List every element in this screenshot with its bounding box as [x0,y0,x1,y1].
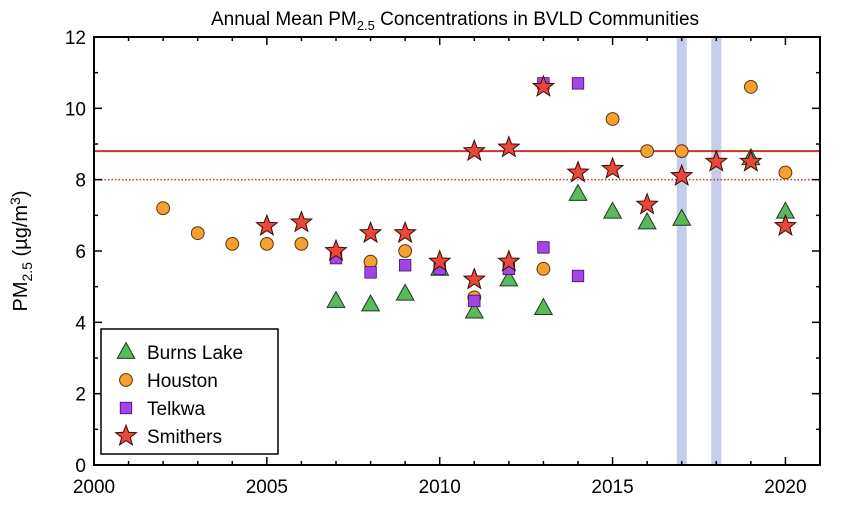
y-tick-label-4: 4 [75,313,86,334]
point-telkwa-2013 [537,241,550,254]
point-smithers-2010 [428,249,452,272]
title-rest: Concentrations in BVLD Communities [375,9,699,30]
legend-label-burns-lake: Burns Lake [147,343,243,364]
point-smithers-2012 [497,135,521,158]
y-tick-label-2: 2 [75,385,86,406]
point-burns-lake-2017 [672,208,692,226]
point-houston-2005 [259,236,274,251]
point-telkwa-2008 [364,266,377,279]
highlight-bands [676,37,722,465]
point-smithers-2012 [497,249,521,272]
highlight-band-2018 [711,37,722,465]
point-smithers-2019 [739,149,763,172]
point-smithers-2011 [462,138,486,162]
ylabel-main: PM [10,282,32,312]
point-telkwa-2011 [468,294,481,308]
point-houston-2006 [294,236,309,251]
y-tick-label-8: 8 [75,171,86,192]
point-houston-2008 [363,254,378,269]
point-telkwa-2014 [571,269,585,283]
point-burns-lake-2011 [464,301,484,319]
point-houston-2009 [398,244,413,258]
point-houston-2003 [190,226,205,241]
point-telkwa-2009 [398,259,412,272]
legend: Burns Lake Houston Telkwa Smithers [100,328,279,455]
series-houston [156,80,793,305]
point-smithers-2006 [289,210,314,233]
y-axis-title: PM2.5 (µg/m3) [7,190,35,311]
point-houston-2015 [605,112,620,126]
point-burns-lake-2014 [568,183,588,201]
axes: 2000 2005 2010 2015 2020 0 2 4 6 8 10 12 [65,28,821,498]
ylabel-close: ) [10,190,32,197]
point-smithers-2005 [255,213,279,236]
legend-entry-smithers: Smithers [114,423,222,448]
point-telkwa-2014 [571,77,585,90]
y-tick-label-6: 6 [75,242,86,263]
point-burns-lake-2016 [637,212,657,230]
point-houston-2002 [156,201,171,216]
point-houston-2017 [674,144,689,159]
point-smithers-2016 [635,192,659,215]
legend-entry-burns-lake: Burns Lake [116,341,243,364]
legend-marker-houston [119,373,133,387]
series-burns-lake [326,147,796,319]
point-smithers-2009 [393,220,417,244]
point-burns-lake-2015 [602,201,623,219]
point-houston-2016 [640,144,655,159]
x-tick-label-2000: 2000 [73,477,115,498]
y-tick-label-12: 12 [65,28,86,49]
x-tick-label-2015: 2015 [591,477,633,498]
point-smithers-2007 [324,238,348,261]
reference-lines [94,150,820,181]
y-tick-label-10: 10 [65,99,86,120]
legend-label-telkwa: Telkwa [147,399,206,420]
point-smithers-2013 [531,74,556,97]
point-houston-2019 [743,80,758,94]
highlight-band-2017 [676,37,687,465]
legend-entry-telkwa: Telkwa [119,399,206,420]
legend-marker-smithers [114,423,138,446]
point-smithers-2014 [566,160,590,183]
point-burns-lake-2008 [360,294,381,312]
x-tick-label-2010: 2010 [419,477,461,498]
point-burns-lake-2012 [499,269,519,287]
x-tick-label-2005: 2005 [246,477,288,498]
point-houston-2020 [778,165,793,180]
y-tick-label-0: 0 [75,456,86,477]
legend-marker-telkwa [119,401,133,415]
ylabel-mid: (µg/m [10,205,32,262]
point-smithers-2017 [670,163,694,187]
point-houston-2004 [225,236,240,251]
title-main: Annual Mean PM [211,9,357,30]
data-points [156,74,798,319]
series-smithers [255,74,798,290]
ylabel-subscript: 2.5 [19,262,35,282]
point-smithers-2015 [600,156,625,179]
point-burns-lake-2007 [326,290,346,308]
legend-label-houston: Houston [147,371,218,392]
title-subscript: 2.5 [357,18,375,33]
point-houston-2013 [536,261,551,276]
point-burns-lake-2009 [395,283,415,301]
x-tick-label-2020: 2020 [764,477,806,498]
point-smithers-2011 [462,267,486,290]
point-smithers-2020 [773,213,798,236]
legend-label-smithers: Smithers [147,427,222,448]
point-smithers-2018 [704,149,728,172]
ylabel-superscript: 3 [7,197,23,205]
legend-entry-houston: Houston [119,371,218,392]
point-burns-lake-2013 [533,297,554,315]
chart-title: Annual Mean PM2.5 Concentrations in BVLD… [211,9,699,33]
legend-marker-burns-lake [116,341,136,359]
point-smithers-2008 [358,220,383,244]
